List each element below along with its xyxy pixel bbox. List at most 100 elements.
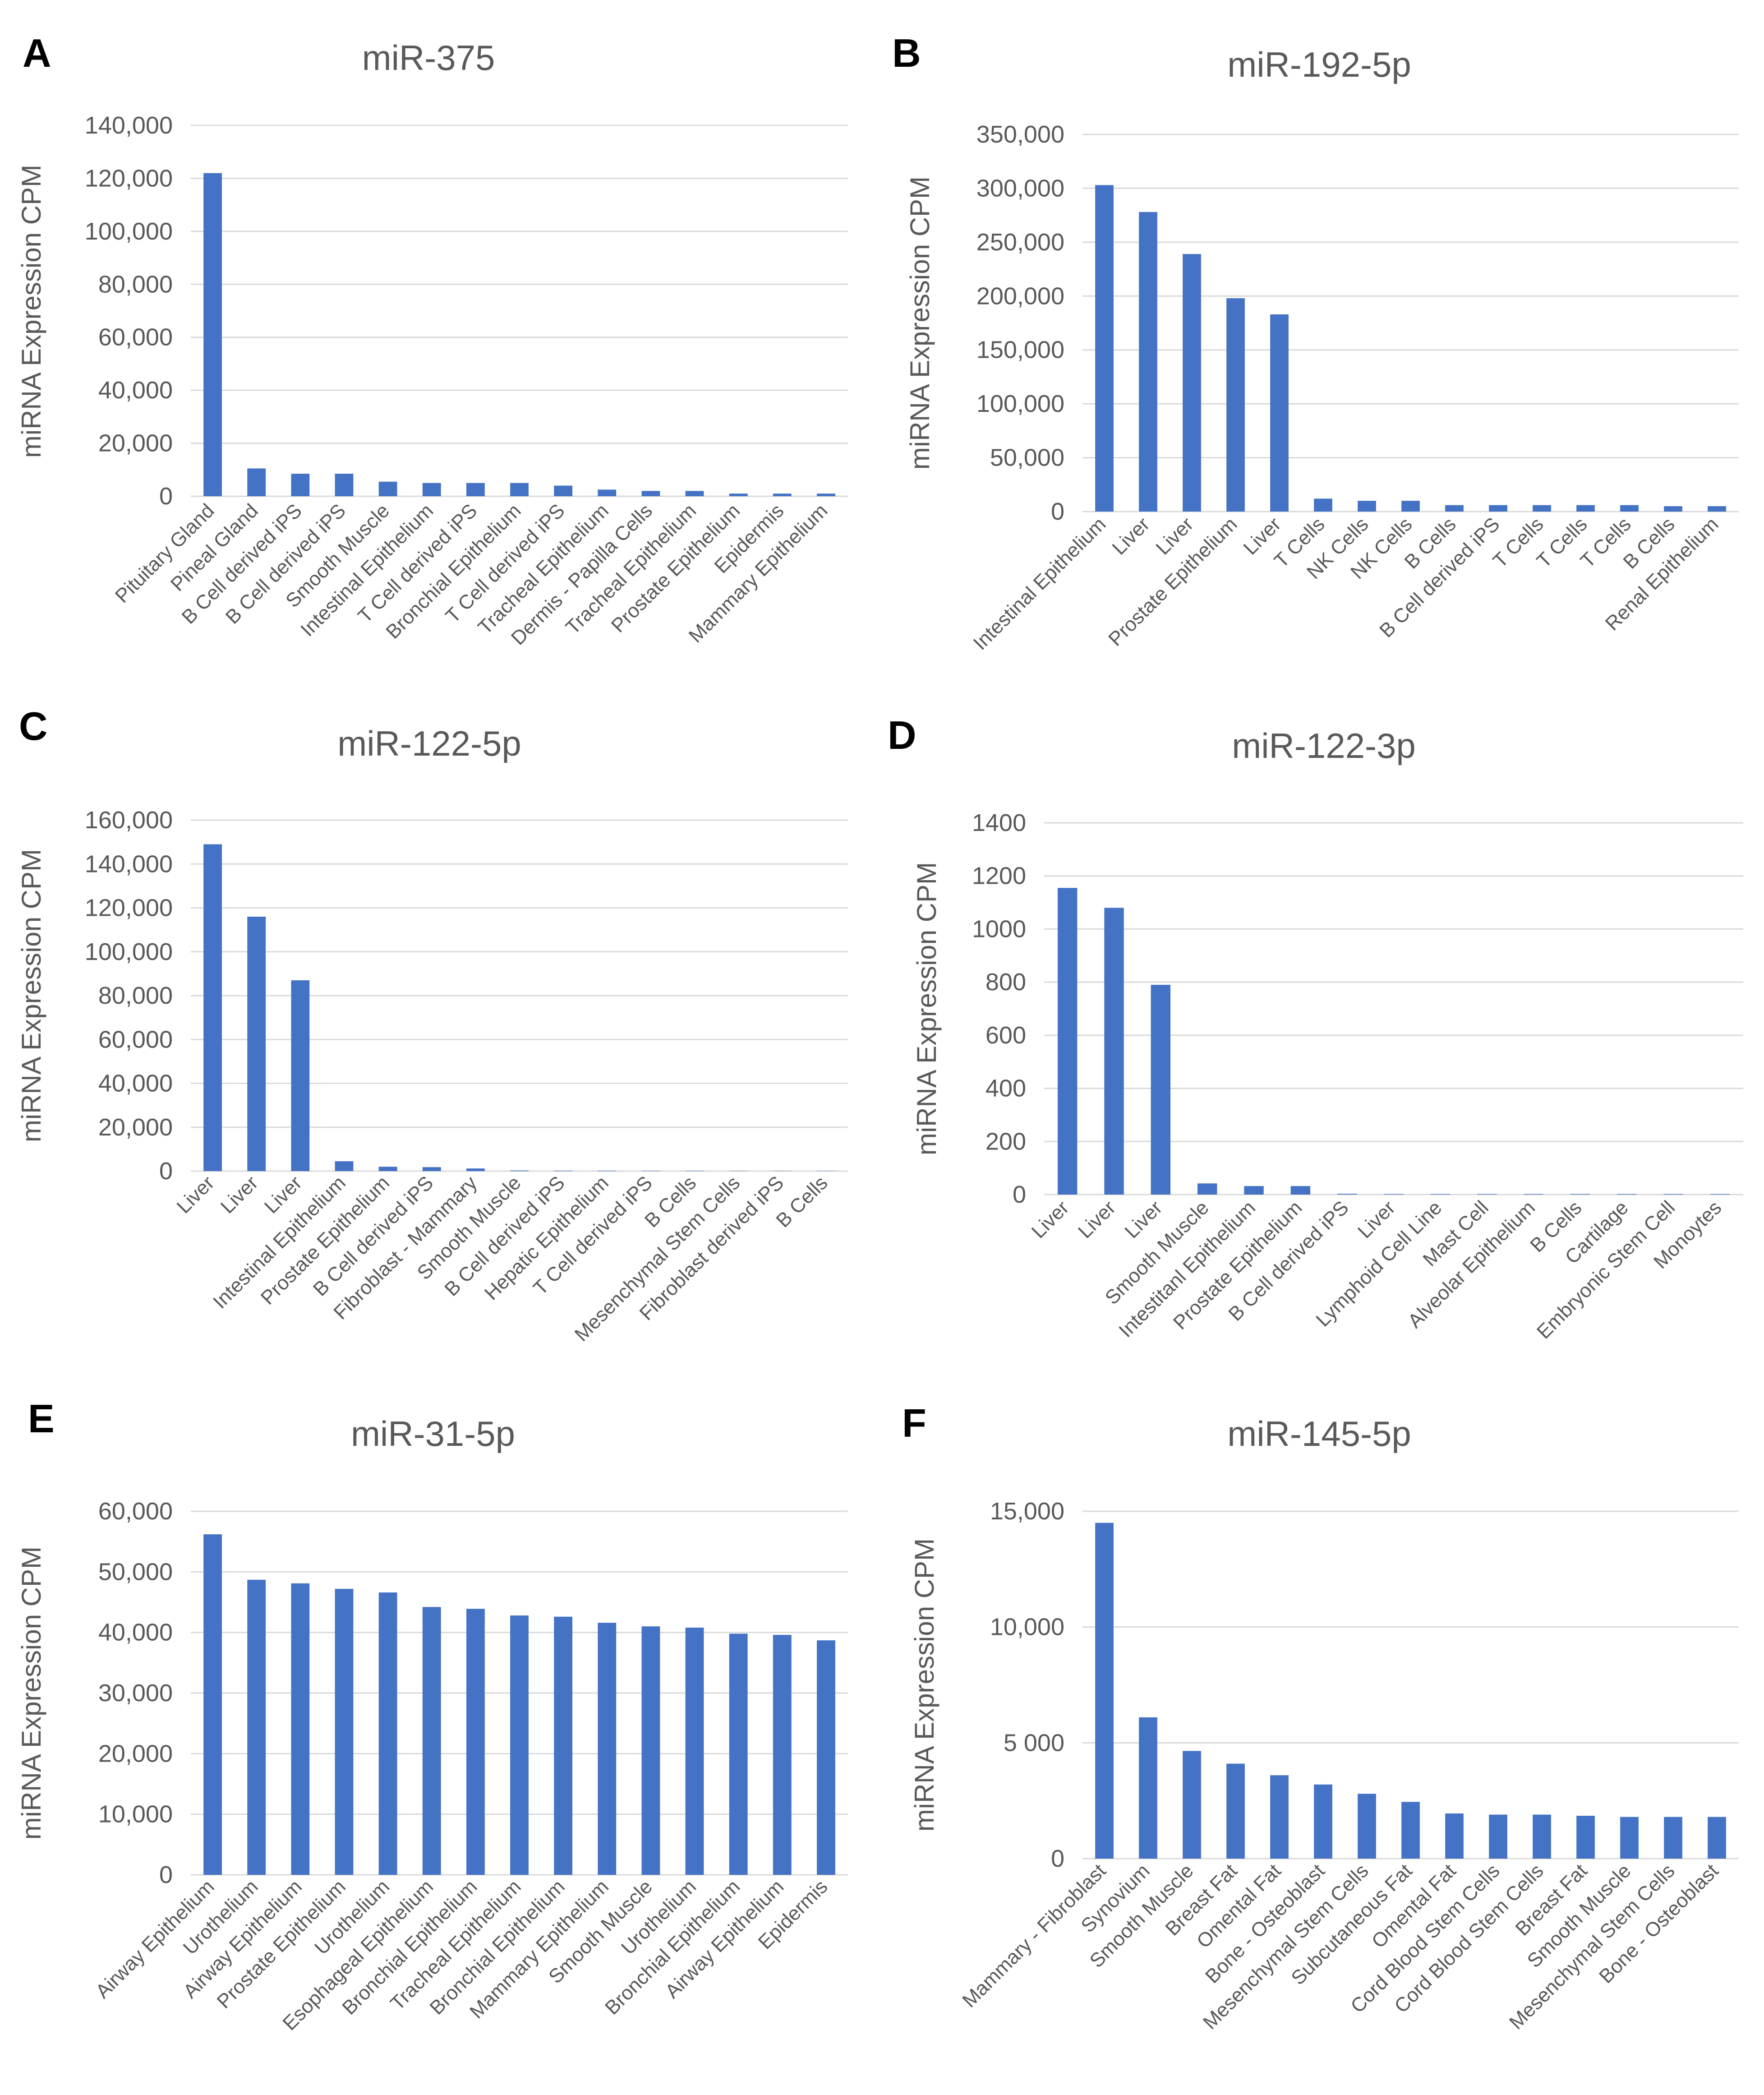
y-tick-label: 120,000	[85, 165, 173, 192]
bar	[1477, 1194, 1497, 1195]
bar	[1576, 505, 1595, 512]
y-tick-label: 0	[159, 483, 173, 510]
y-tick-label: 50,000	[990, 444, 1064, 471]
bar	[1620, 1817, 1639, 1859]
y-axis-title: miRNA Expression CPM	[16, 1546, 46, 1840]
y-tick-label: 15,000	[990, 1498, 1064, 1525]
bar	[1139, 212, 1157, 512]
bar	[729, 1634, 748, 1875]
y-axis-title: miRNA Expression CPM	[909, 1538, 940, 1832]
chart-title: miR-192-5p	[1227, 45, 1411, 84]
y-tick-label: 20,000	[98, 1740, 173, 1767]
bar	[1664, 506, 1682, 512]
bar	[203, 1534, 222, 1875]
bar	[1226, 1763, 1245, 1859]
bar	[203, 173, 222, 497]
y-tick-label: 5 000	[1004, 1729, 1064, 1756]
y-tick-label: 350,000	[976, 121, 1064, 148]
y-tick-label: 0	[1051, 498, 1064, 525]
chart-title: miR-122-5p	[337, 724, 521, 763]
y-tick-label: 300,000	[976, 175, 1064, 202]
bar	[378, 1592, 397, 1875]
bar	[1151, 985, 1171, 1195]
bar	[335, 1161, 354, 1171]
y-tick-label: 10,000	[98, 1801, 173, 1828]
bar	[1708, 506, 1726, 512]
y-tick-label: 1400	[972, 809, 1026, 836]
panel-letter: D	[888, 713, 917, 757]
bar	[335, 1588, 354, 1875]
bar	[1663, 1194, 1683, 1195]
y-tick-label: 200	[986, 1128, 1026, 1155]
bar	[773, 494, 792, 496]
panel-letter: E	[28, 1396, 55, 1441]
y-tick-label: 40,000	[98, 1070, 173, 1097]
y-tick-label: 140,000	[85, 850, 173, 877]
y-tick-label: 80,000	[98, 982, 173, 1009]
y-axis-title: miRNA Expression CPM	[16, 849, 46, 1142]
chart-title: miR-145-5p	[1227, 1414, 1411, 1454]
bar	[1708, 1817, 1726, 1859]
panel-letter: C	[19, 704, 48, 748]
bar	[466, 1609, 485, 1875]
bar	[598, 1623, 617, 1875]
bar	[1664, 1817, 1682, 1859]
y-tick-label: 120,000	[85, 895, 173, 922]
bar	[598, 489, 617, 496]
bar	[291, 474, 310, 496]
bar	[1226, 298, 1245, 512]
bar	[1489, 505, 1507, 512]
y-tick-label: 0	[159, 1861, 173, 1888]
bar	[1197, 1183, 1217, 1195]
y-tick-label: 40,000	[98, 1619, 173, 1646]
bar	[817, 494, 835, 496]
y-axis-title: miRNA Expression CPM	[16, 165, 46, 458]
panel-letter: B	[892, 31, 921, 75]
panel-letter: A	[23, 31, 51, 75]
y-tick-label: 1200	[972, 863, 1026, 890]
bar	[203, 844, 222, 1171]
x-tick-label: Liver	[1027, 1196, 1073, 1242]
bar	[817, 1640, 835, 1875]
bar	[1057, 888, 1078, 1195]
y-tick-label: 60,000	[98, 1026, 173, 1053]
bar	[378, 481, 397, 496]
bar	[422, 1607, 441, 1875]
y-tick-label: 1000	[972, 915, 1026, 942]
y-tick-label: 100,000	[85, 218, 173, 245]
bar	[1337, 1194, 1357, 1195]
bar	[1183, 1751, 1201, 1859]
bar	[1270, 1775, 1289, 1859]
bar	[247, 1579, 266, 1875]
y-tick-label: 400	[986, 1075, 1026, 1102]
y-tick-label: 10,000	[990, 1614, 1064, 1641]
y-tick-label: 0	[1013, 1181, 1026, 1208]
bar	[641, 1626, 660, 1875]
bar	[335, 474, 354, 496]
bar	[1314, 1784, 1332, 1859]
bar	[1401, 501, 1420, 512]
y-tick-label: 30,000	[98, 1680, 173, 1707]
bar	[291, 980, 310, 1171]
bar	[641, 491, 660, 496]
bar	[554, 485, 573, 496]
bar	[1445, 1813, 1464, 1859]
y-tick-label: 40,000	[98, 377, 173, 404]
x-tick-label: Intestinal Epithelium	[969, 513, 1110, 654]
bar	[510, 1615, 529, 1875]
y-tick-label: 50,000	[98, 1558, 173, 1585]
y-tick-label: 600	[986, 1022, 1026, 1049]
bar	[1183, 254, 1201, 512]
x-tick-label: Liver	[1108, 513, 1154, 559]
bar	[466, 483, 485, 496]
bar	[1533, 505, 1551, 512]
x-tick-label: Liver	[1074, 1196, 1120, 1242]
y-tick-label: 20,000	[98, 430, 173, 457]
bar	[729, 494, 748, 496]
bar	[1244, 1186, 1264, 1195]
bar	[422, 1167, 441, 1171]
bar	[510, 483, 529, 496]
